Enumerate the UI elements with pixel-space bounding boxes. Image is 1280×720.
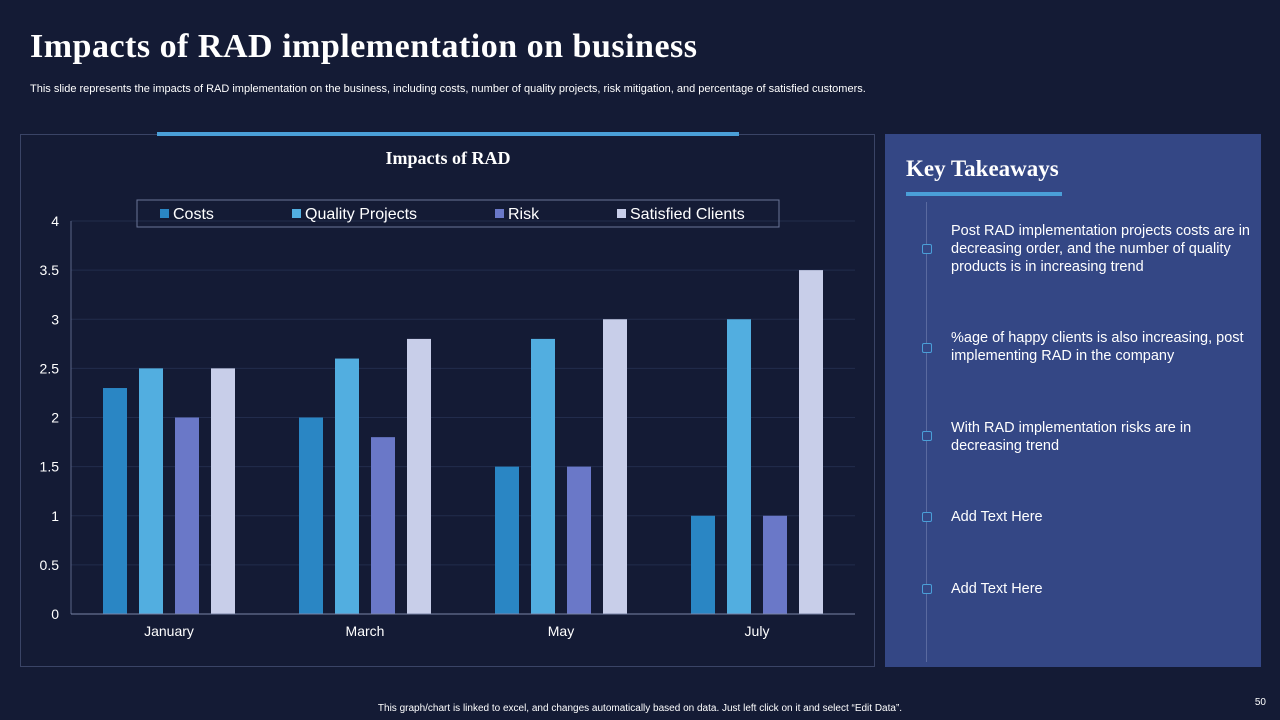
legend-swatch — [160, 209, 169, 218]
legend-swatch — [495, 209, 504, 218]
bar-satisfied-clients[interactable] — [603, 319, 627, 614]
bar-satisfied-clients[interactable] — [211, 368, 235, 614]
y-tick-label: 0 — [51, 606, 59, 622]
chart-accent-bar — [157, 132, 739, 136]
chart-container[interactable]: Impacts of RAD 0 0.5 1 1.5 2 2.5 3 3.5 4 January M… — [20, 134, 875, 667]
bar-costs[interactable] — [691, 515, 715, 614]
key-takeaways-title: Key Takeaways — [906, 156, 1059, 181]
bar-costs[interactable] — [103, 388, 127, 614]
bar-risk[interactable] — [567, 466, 591, 614]
legend-label: Quality Projects — [305, 206, 417, 223]
slide-subtitle: This slide represents the impacts of RAD… — [30, 83, 866, 95]
y-tick-label: 1 — [51, 508, 59, 524]
y-tick-label: 3 — [51, 311, 59, 327]
bar-risk[interactable] — [763, 515, 787, 614]
key-takeaways-panel: Key Takeaways Post RAD implementation pr… — [885, 134, 1261, 667]
bar-quality-projects[interactable] — [335, 358, 359, 614]
y-tick-label: 2.5 — [40, 360, 60, 376]
takeaway-item: Post RAD implementation projects costs a… — [951, 223, 1250, 275]
takeaway-item: Add Text Here — [951, 581, 1043, 597]
bullet-marker-icon — [922, 244, 932, 254]
takeaway-item: %age of happy clients is also increasing… — [951, 330, 1244, 364]
bar-satisfied-clients[interactable] — [799, 270, 823, 614]
y-tick-label: 2 — [51, 410, 59, 426]
slide-title: Impacts of RAD implementation on busines… — [30, 28, 698, 65]
bar-costs[interactable] — [495, 466, 519, 614]
bar-risk[interactable] — [175, 417, 199, 615]
bullet-marker-icon — [922, 512, 932, 522]
legend-label: Risk — [508, 206, 540, 223]
bar-risk[interactable] — [371, 437, 395, 614]
x-tick-label: July — [745, 623, 770, 639]
legend-box — [136, 199, 780, 228]
bar-costs[interactable] — [299, 417, 323, 615]
bullet-marker-icon — [922, 584, 932, 594]
key-takeaways-underline — [906, 192, 1062, 196]
y-tick-label: 4 — [51, 213, 59, 229]
y-tick-label: 1.5 — [40, 459, 60, 475]
y-tick-label: 3.5 — [40, 262, 60, 278]
legend-swatch — [292, 209, 301, 218]
takeaway-item: With RAD implementation risks are in dec… — [951, 420, 1192, 454]
y-tick-label: 0.5 — [40, 557, 60, 573]
legend-label: Costs — [173, 206, 214, 223]
bar-satisfied-clients[interactable] — [407, 338, 431, 614]
bar-chart: Impacts of RAD 0 0.5 1 1.5 2 2.5 3 3.5 4 January M… — [40, 148, 855, 639]
page-number: 50 — [1254, 697, 1266, 708]
bullet-marker-icon — [922, 343, 932, 353]
x-tick-label: January — [144, 623, 194, 639]
bar-quality-projects[interactable] — [139, 368, 163, 614]
chart-title: Impacts of RAD — [386, 148, 511, 168]
x-tick-label: May — [548, 623, 574, 639]
x-tick-label: March — [346, 623, 385, 639]
bullet-marker-icon — [922, 431, 932, 441]
bar-quality-projects[interactable] — [727, 319, 751, 614]
legend-swatch — [617, 209, 626, 218]
takeaway-item: Add Text Here — [951, 509, 1043, 525]
bar-quality-projects[interactable] — [531, 338, 555, 614]
legend-label: Satisfied Clients — [630, 206, 745, 223]
footer-note: This graph/chart is linked to excel, and… — [377, 703, 903, 714]
